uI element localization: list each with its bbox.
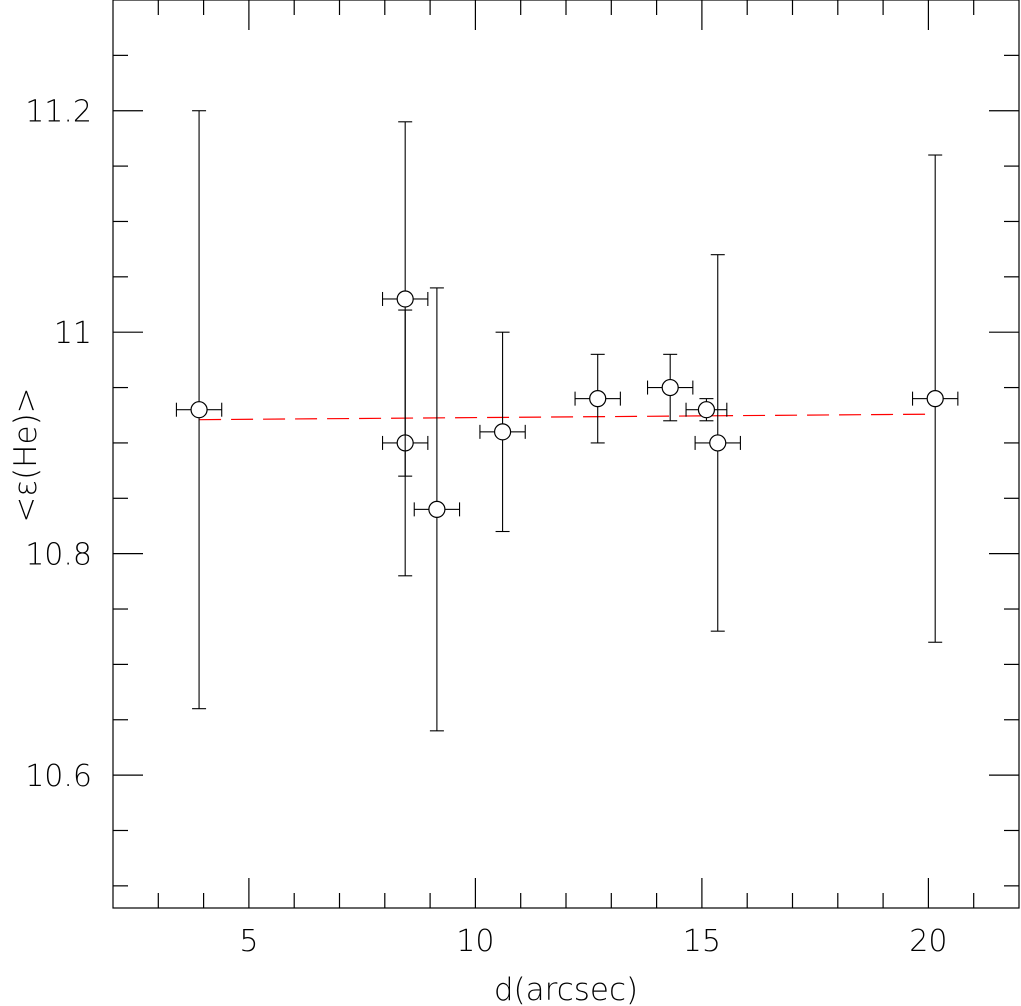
data-points: [175, 110, 959, 732]
data-point: [911, 154, 959, 643]
data-point: [413, 287, 461, 732]
y-tick-label: 11.2: [25, 95, 92, 130]
data-point: [685, 398, 728, 422]
data-point: [646, 353, 694, 422]
fit-line: [199, 413, 936, 421]
point-marker: [697, 401, 716, 419]
x-tick-label: 10: [456, 924, 494, 959]
y-tick-label: 10.8: [25, 538, 92, 573]
data-point: [479, 331, 526, 533]
point-marker: [428, 500, 446, 518]
data-point: [574, 353, 621, 444]
point-marker: [493, 423, 512, 441]
point-marker: [589, 390, 607, 408]
plot-frame: [112, 0, 1020, 909]
point-marker: [396, 290, 414, 308]
x-tick-label: 20: [909, 924, 947, 959]
y-axis-label: <ε(He)>: [8, 387, 44, 522]
point-marker: [396, 434, 414, 452]
x-tick-label: 15: [683, 924, 721, 959]
y-tick-label: 10.6: [25, 759, 92, 794]
point-marker: [926, 390, 944, 408]
point-marker: [190, 401, 208, 419]
data-point: [175, 110, 223, 710]
x-axis-label: d(arcsec): [494, 972, 638, 1006]
data-point: [381, 309, 429, 577]
point-marker: [661, 378, 679, 397]
axis-ticks: [113, 0, 1019, 908]
x-tick-label: 5: [239, 924, 258, 959]
data-point: [694, 254, 741, 632]
axis-tick-labels: 5 10 15 20 10.6 10.8 11 11.2: [25, 95, 947, 959]
y-tick-label: 11: [54, 316, 92, 351]
point-marker: [709, 434, 727, 452]
